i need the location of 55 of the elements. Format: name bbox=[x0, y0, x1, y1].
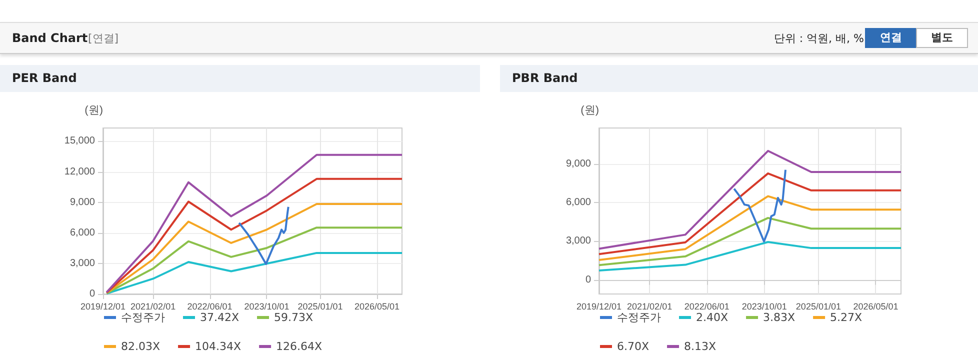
legend-label: 37.42X bbox=[200, 311, 240, 324]
text: 별도 bbox=[916, 28, 968, 48]
x-tick-label: 2026/05/01 bbox=[853, 302, 898, 312]
x-tick-label: 2022/06/01 bbox=[684, 302, 730, 312]
legend-label: 8.13X bbox=[684, 340, 717, 353]
x-tick-label: 2019/12/01 bbox=[80, 302, 126, 312]
y-tick-label: 15,000 bbox=[64, 136, 96, 147]
text: [연결] bbox=[88, 31, 119, 46]
y-tick-label: 9,000 bbox=[566, 158, 592, 170]
legend-label: 2.40X bbox=[696, 311, 728, 324]
y-axis-title: (원) bbox=[580, 104, 599, 116]
x-tick-label: 2023/10/01 bbox=[742, 302, 787, 312]
x-tick-label: 2022/06/01 bbox=[187, 302, 232, 312]
legend-label: 6.70X bbox=[617, 340, 650, 353]
legend-label: 5.27X bbox=[830, 311, 863, 324]
legend-label: 126.64X bbox=[276, 340, 323, 353]
legend-label: 수정주가 bbox=[617, 311, 661, 324]
legend-label: 59.73X bbox=[274, 311, 314, 324]
line-series bbox=[106, 252, 403, 294]
y-tick-label: 3,000 bbox=[566, 236, 592, 247]
text: Band Chart bbox=[12, 31, 88, 45]
x-tick-label: 2023/10/01 bbox=[244, 302, 290, 312]
x-tick-label: 2019/12/01 bbox=[576, 302, 622, 312]
line-series bbox=[598, 216, 902, 266]
line-series bbox=[106, 154, 403, 294]
x-tick-label: 2021/02/01 bbox=[130, 302, 176, 312]
y-tick-label: 0 bbox=[89, 288, 96, 300]
line-series bbox=[598, 241, 902, 272]
legend-label: 3.83X bbox=[763, 311, 796, 324]
x-tick-label: 2025/01/01 bbox=[796, 302, 841, 312]
legend-label: 82.03X bbox=[121, 340, 160, 353]
y-tick-label: 9,000 bbox=[70, 196, 96, 208]
chart-title: PBR Band bbox=[512, 71, 578, 85]
y-tick-label: 6,000 bbox=[70, 227, 96, 238]
line-series bbox=[598, 172, 902, 256]
line-series bbox=[106, 226, 403, 294]
y-axis-title: (원) bbox=[84, 104, 103, 116]
y-tick-label: 0 bbox=[585, 274, 592, 286]
y-tick-label: 12,000 bbox=[64, 166, 96, 178]
y-tick-label: 3,000 bbox=[70, 258, 96, 269]
x-tick-label: 2025/01/01 bbox=[298, 302, 343, 312]
line-series bbox=[598, 150, 902, 250]
x-tick-label: 2021/02/01 bbox=[627, 302, 672, 312]
line-series bbox=[106, 178, 403, 294]
chart-title: PER Band bbox=[12, 71, 77, 85]
legend-label: 104.34X bbox=[195, 340, 242, 353]
x-tick-label: 2026/05/01 bbox=[354, 302, 400, 312]
text: 연결 bbox=[865, 28, 917, 48]
legend-label: 수정주가 bbox=[121, 311, 165, 324]
line-series bbox=[106, 202, 403, 294]
y-tick-label: 6,000 bbox=[566, 197, 592, 208]
text: 단위 : 억원, 배, % bbox=[774, 31, 864, 46]
line-series bbox=[733, 168, 786, 242]
line-series bbox=[598, 195, 902, 262]
line-series bbox=[238, 206, 290, 265]
